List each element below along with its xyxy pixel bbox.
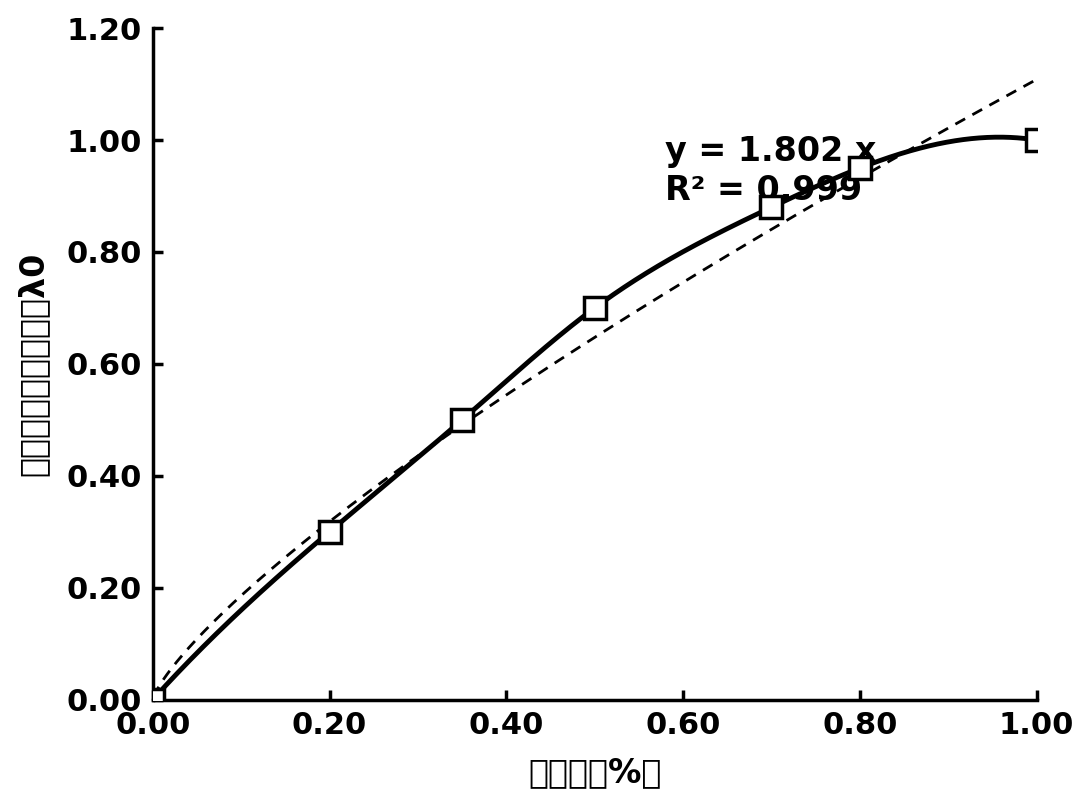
Text: R² = 0.999: R² = 0.999 — [666, 174, 863, 207]
Y-axis label: 灰胶承担剪切力效率λ0: 灰胶承担剪切力效率λ0 — [16, 251, 50, 476]
Text: y = 1.802 x: y = 1.802 x — [666, 135, 877, 168]
X-axis label: 灰胶率（%）: 灰胶率（%） — [528, 756, 661, 789]
